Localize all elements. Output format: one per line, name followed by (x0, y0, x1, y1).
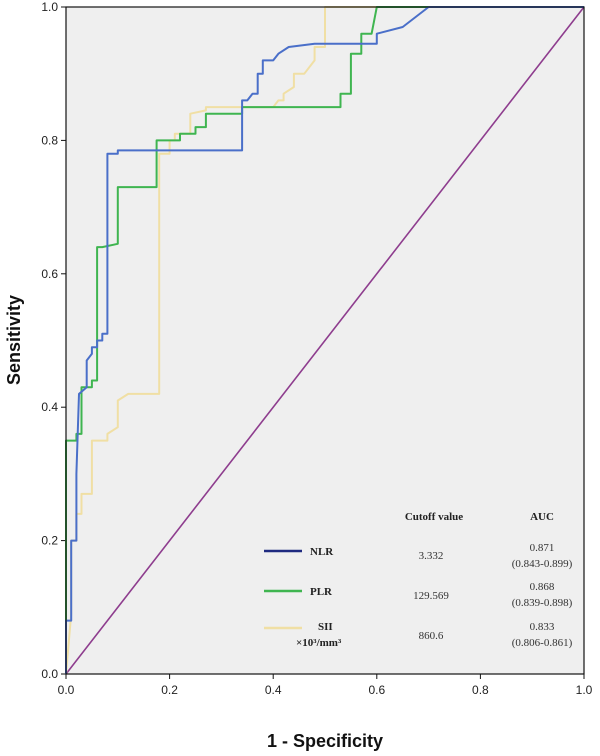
cutoff-plr: 129.569 (413, 590, 449, 602)
y-tick-label: 0.8 (41, 133, 58, 147)
y-tick-label: 0.0 (41, 667, 58, 681)
series-line-nlr (65, 6, 584, 674)
axis-ticks: 0.0 0.2 0.4 0.6 0.8 1.0 0.0 0.2 0.4 0.6 0.8 1.0 (41, 0, 592, 697)
ci-plr: (0.839-0.898) (512, 597, 573, 609)
series-line-plr (65, 6, 584, 674)
x-tick-label: 0.2 (161, 683, 178, 697)
y-axis-title: Sensitivity (4, 295, 24, 385)
table-header-cutoff: Cutoff value (405, 511, 463, 523)
legend-label-sii-unit: ×10³/mm³ (296, 637, 342, 649)
legend-table: Cutoff value AUC NLR 3.332 0.871 (0.843-… (264, 511, 573, 649)
auc-sii: 0.833 (530, 621, 555, 633)
cutoff-sii: 860.6 (419, 630, 444, 642)
auc-plr: 0.868 (530, 581, 555, 593)
series-layer (65, 6, 585, 675)
x-axis-title: 1 - Specificity (267, 731, 383, 751)
y-tick-label: 0.2 (41, 534, 58, 548)
ci-nlr: (0.843-0.899) (512, 558, 573, 570)
cutoff-nlr: 3.332 (419, 550, 444, 562)
x-tick-label: 0.0 (58, 683, 75, 697)
x-tick-label: 0.8 (472, 683, 489, 697)
reference-diagonal-line (65, 6, 585, 675)
table-header-auc: AUC (530, 511, 554, 523)
y-tick-label: 0.4 (41, 400, 58, 414)
y-tick-label: 0.6 (41, 267, 58, 281)
y-tick-label: 1.0 (41, 0, 58, 14)
legend-label-nlr: NLR (310, 546, 334, 558)
legend-label-sii: SII (318, 621, 333, 633)
x-tick-label: 0.4 (265, 683, 282, 697)
ci-sii: (0.806-0.861) (512, 637, 573, 649)
x-tick-label: 1.0 (576, 683, 593, 697)
auc-nlr: 0.871 (530, 542, 555, 554)
x-tick-label: 0.6 (368, 683, 385, 697)
legend-label-plr: PLR (310, 586, 333, 598)
plot-frame (65, 6, 585, 675)
